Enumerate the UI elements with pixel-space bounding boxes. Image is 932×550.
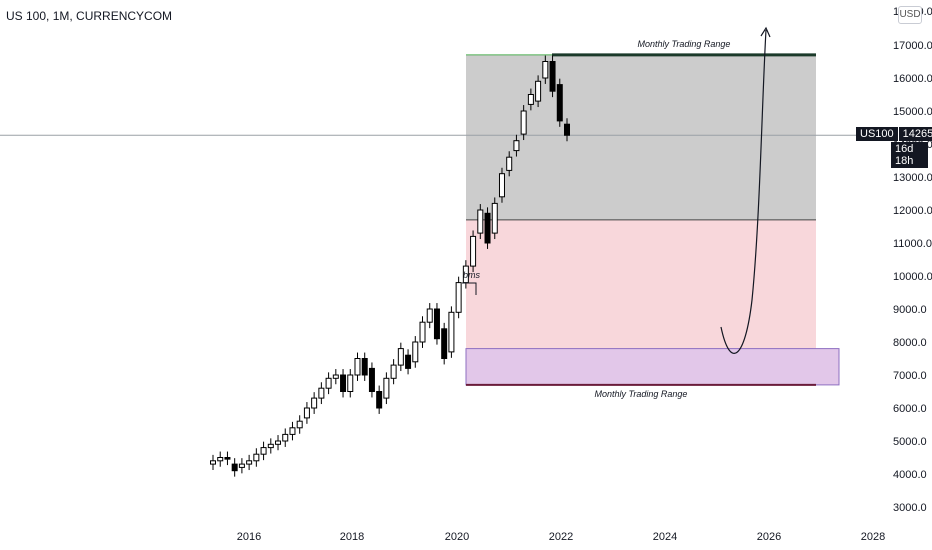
y-tick-label: 3000.0 [893, 502, 927, 514]
candle-up [513, 140, 520, 152]
candle-up [217, 457, 224, 462]
drawing-annotations: Monthly Trading Range Monthly Trading Ran… [462, 26, 771, 399]
x-tick-label: 2020 [445, 531, 469, 543]
price-tag: US100 14265.2 16d 18h [856, 127, 932, 168]
candle-up [535, 80, 542, 102]
candle-up [260, 447, 267, 455]
candle-up [455, 282, 462, 313]
candle-up [397, 348, 404, 366]
y-tick-label: 13000.0 [893, 172, 932, 184]
price-tag-symbol: US100 [856, 127, 898, 141]
y-tick-label: 10000.0 [893, 271, 932, 283]
candle-up [318, 387, 325, 399]
candle-up [419, 321, 426, 343]
candle-up [383, 377, 390, 399]
x-axis: 2016 2018 2020 2022 2024 2026 2028 [237, 531, 885, 543]
x-tick-label: 2024 [653, 531, 677, 543]
candle-down [368, 367, 375, 392]
candle-up [347, 374, 354, 392]
price-tag-value: 14265.2 [898, 127, 932, 141]
gray-zone [466, 54, 816, 220]
candle-down [564, 123, 570, 136]
arrow-head [760, 26, 771, 38]
candle-up [303, 407, 310, 419]
candle-up [520, 110, 527, 135]
range-bottom-label: Monthly Trading Range [595, 389, 688, 399]
candle-up [246, 460, 253, 465]
candle-up [426, 308, 433, 323]
candle-up [477, 209, 484, 234]
candle-up [325, 377, 332, 389]
x-tick-label: 2018 [340, 531, 364, 543]
candle-up [267, 443, 274, 449]
range-zones [465, 53, 840, 386]
candle-up [412, 341, 419, 363]
purple-zone [465, 348, 840, 386]
y-tick-label: 17000.0 [893, 40, 932, 52]
y-tick-label: 6000.0 [893, 403, 927, 415]
candle-down [556, 84, 563, 122]
candle-up [354, 358, 361, 376]
candle-up [289, 427, 296, 435]
y-tick-label: 8000.0 [893, 337, 927, 349]
y-tick-label: 4000.0 [893, 469, 927, 481]
candle-up [527, 94, 534, 105]
pink-zone [466, 219, 816, 349]
y-tick-label: 7000.0 [893, 370, 927, 382]
candle-up [282, 433, 289, 442]
candle-up [332, 374, 339, 379]
candle-down [361, 358, 368, 376]
x-tick-label: 2016 [237, 531, 261, 543]
y-tick-label: 5000.0 [893, 436, 927, 448]
candle-down [224, 457, 231, 460]
candle-up [470, 235, 477, 267]
y-tick-label: 9000.0 [893, 304, 927, 316]
y-tick-label: 16000.0 [893, 73, 932, 85]
candle-up [542, 61, 549, 79]
candle-up [448, 311, 455, 353]
range-top-label: Monthly Trading Range [638, 39, 731, 49]
candle-down [376, 391, 383, 409]
y-tick-label: 15000.0 [893, 106, 932, 118]
candle-up [311, 397, 318, 409]
candle-down [231, 463, 238, 472]
candle-down [433, 308, 440, 340]
bms-line [462, 282, 477, 295]
bms-label: bms [463, 270, 481, 280]
candle-down [340, 374, 347, 392]
candle-down [549, 61, 556, 92]
y-tick-label: 11000.0 [893, 238, 932, 250]
price-tag-countdown: 16d 18h [891, 142, 928, 168]
chart-title: US 100, 1M, CURRENCYCOM [6, 9, 173, 23]
x-tick-label: 2028 [861, 531, 885, 543]
candle-up [491, 202, 498, 234]
candle-up [506, 156, 513, 171]
candle-up [390, 364, 397, 379]
candle-up [296, 420, 303, 429]
candle-down [441, 328, 448, 359]
y-axis: 3000.0 4000.0 5000.0 6000.0 7000.0 8000.0 9000… [893, 6, 932, 514]
projection-arrow [720, 29, 767, 354]
candle-up [210, 460, 216, 465]
candle-down [405, 354, 412, 369]
candles [210, 55, 570, 477]
candle-up [238, 463, 245, 468]
currency-selector[interactable]: USD [898, 6, 922, 24]
y-tick-label: 12000.0 [893, 205, 932, 217]
candle-up [253, 453, 260, 462]
x-tick-label: 2026 [757, 531, 781, 543]
x-tick-label: 2022 [549, 531, 573, 543]
candle-up [498, 173, 505, 198]
candle-up [275, 440, 282, 445]
candle-down [484, 212, 491, 244]
